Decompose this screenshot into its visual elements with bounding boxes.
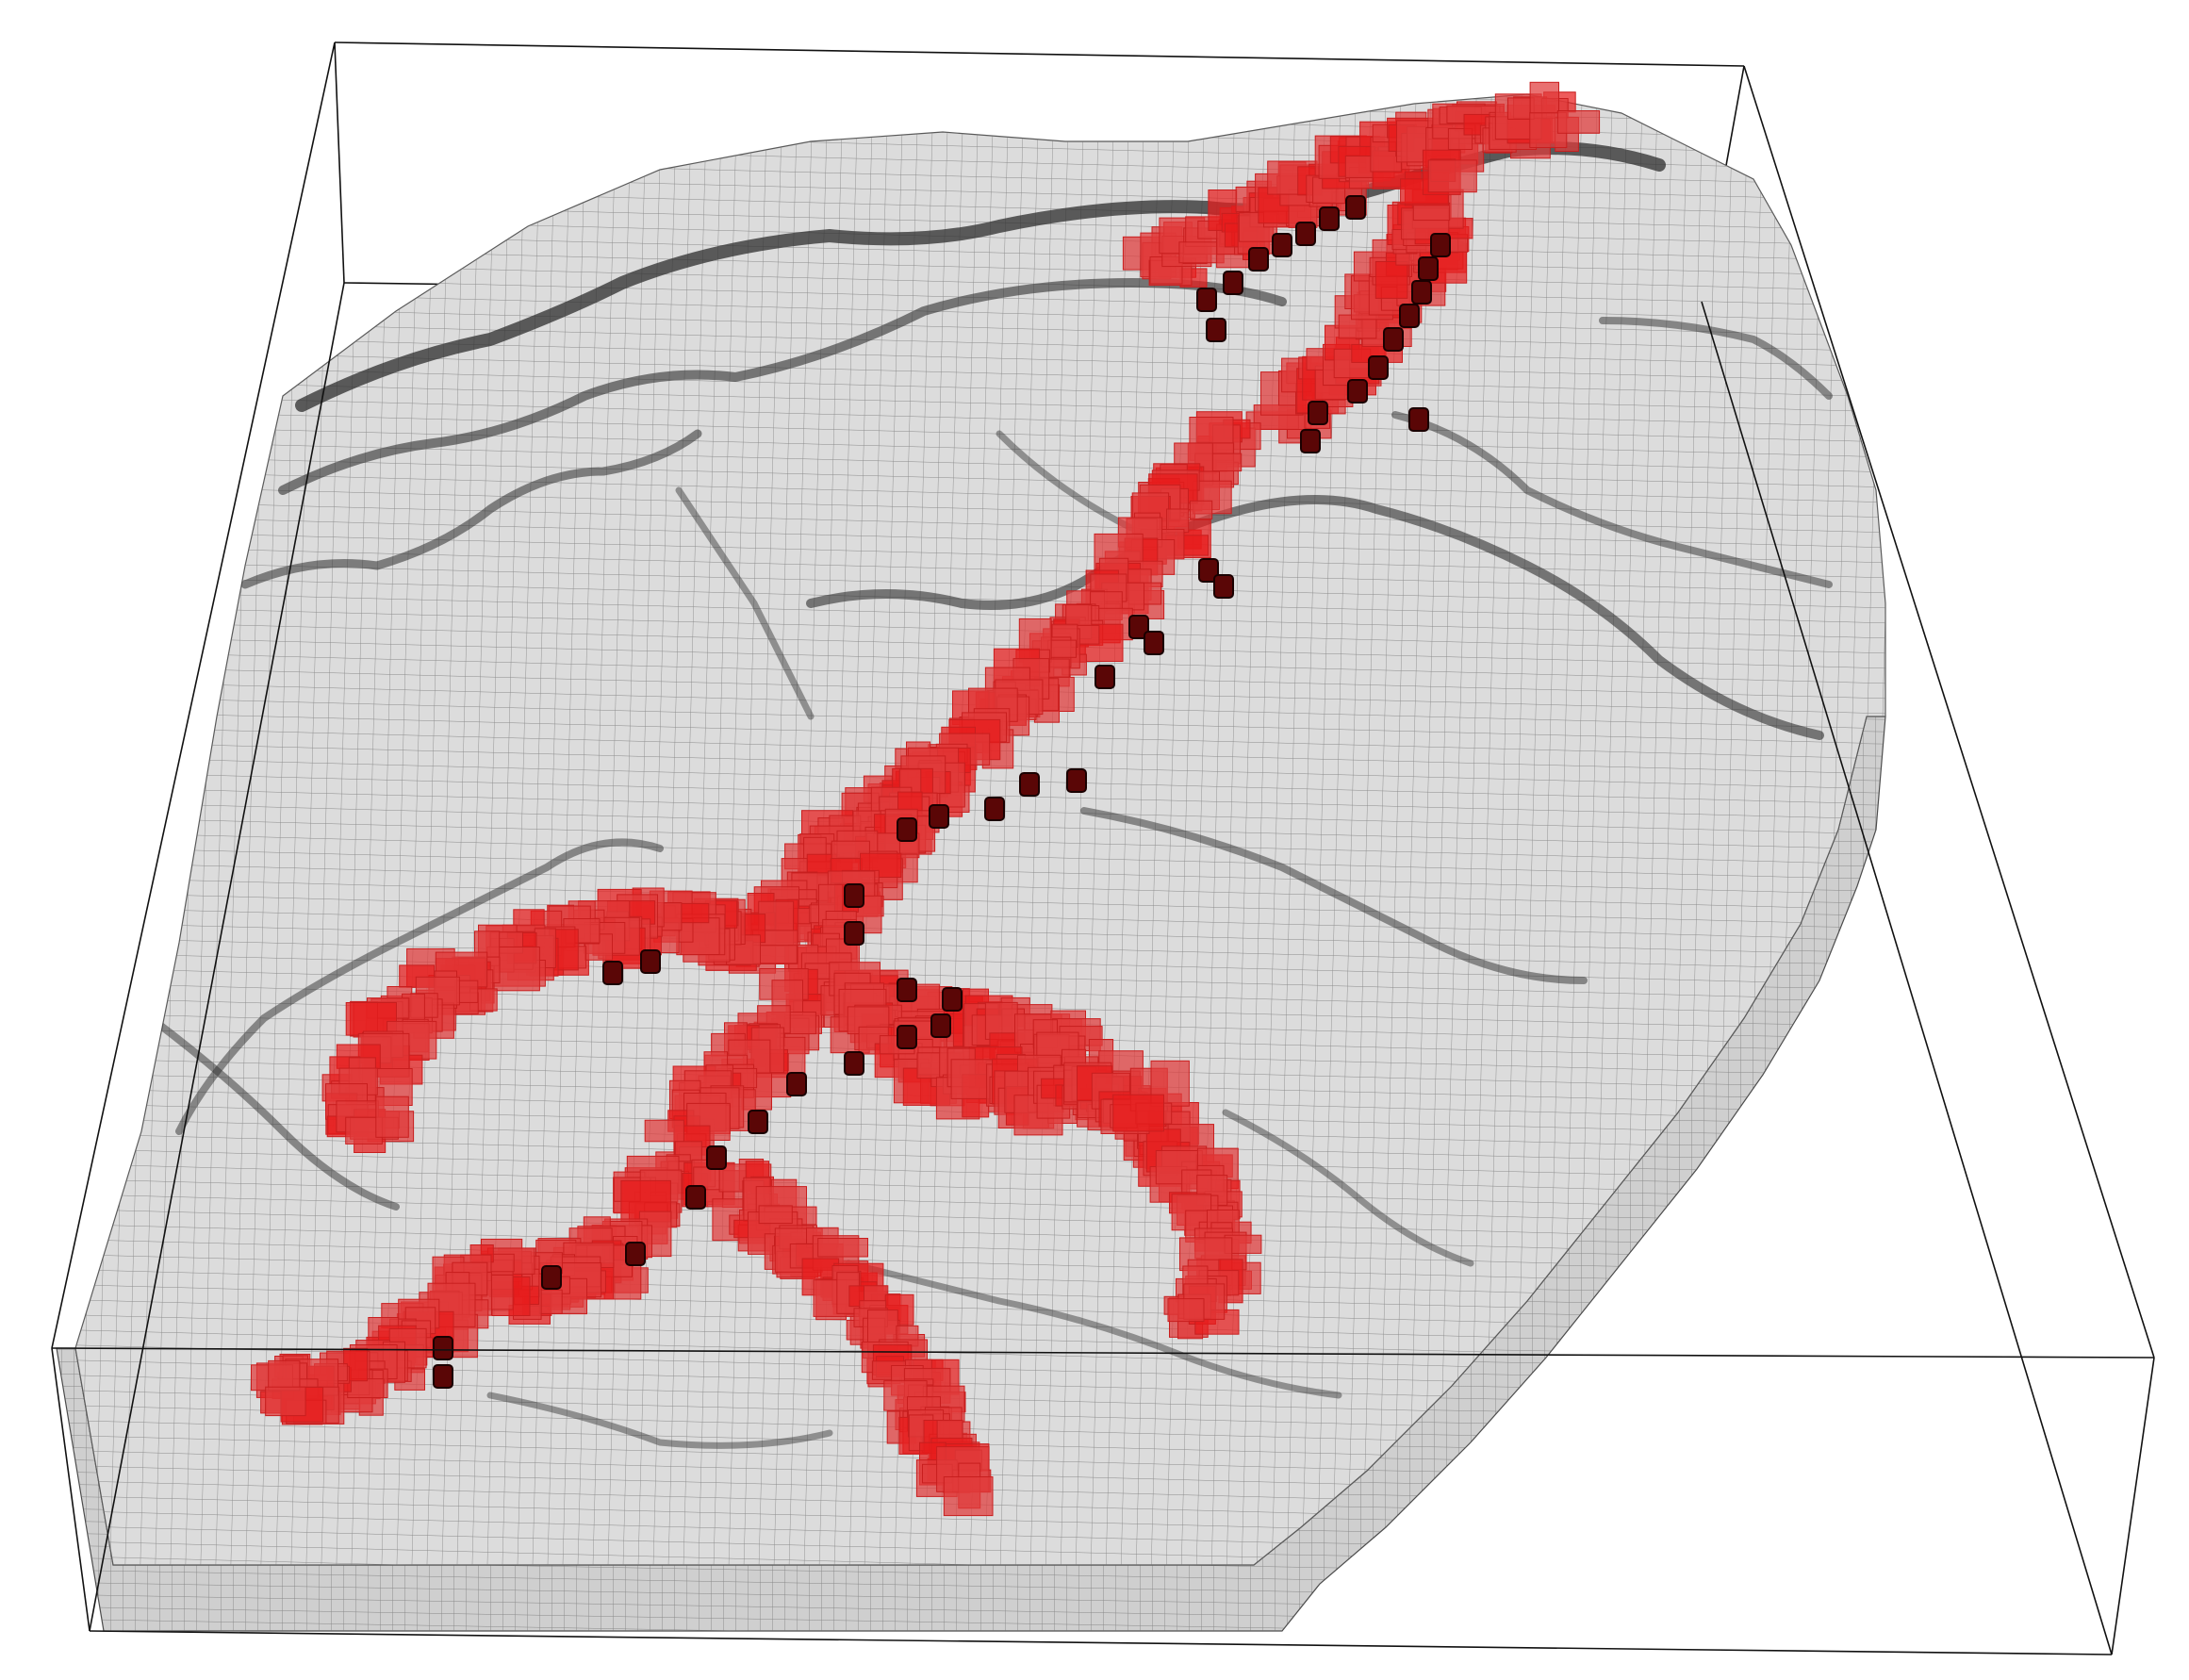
well-marker [1430,233,1451,257]
well-markers [433,195,1451,1389]
plume-voxel [817,1238,869,1258]
well-marker [1198,558,1219,583]
well-marker [1213,574,1234,599]
plume-voxel [1529,81,1559,114]
well-marker [1128,615,1149,639]
well-marker [1347,379,1368,404]
well-marker [433,1336,453,1360]
valley-line [1599,317,1833,400]
well-marker [602,961,623,985]
plume-voxel [1112,1094,1164,1132]
plume-voxel [265,1386,306,1417]
valley-line [1222,1109,1474,1267]
well-marker [433,1364,453,1389]
well-marker [897,978,917,1002]
well-marker [706,1145,727,1170]
plume-voxel [1166,508,1190,534]
well-marker [1345,195,1366,220]
well-marker [844,921,864,946]
valley-line [1080,807,1588,984]
well-marker [929,804,949,829]
well-marker [786,1072,807,1096]
well-marker [1196,288,1217,312]
plume-voxel [1189,500,1213,519]
bounding-box-front [51,41,2155,1655]
plume-voxel [1556,110,1601,134]
plume-voxel [347,1378,385,1398]
plume-voxel [1427,159,1477,193]
plume-voxel [1167,1298,1205,1323]
well-marker [640,949,661,974]
well-marker [930,1013,951,1038]
plume-voxel [268,1359,301,1392]
plume-voxel [1374,261,1408,299]
valley-line [486,1392,833,1449]
well-marker [1094,665,1115,689]
well-marker [1144,631,1164,655]
well-marker [1399,304,1420,328]
well-marker [984,797,1005,821]
plume-voxel [758,1205,793,1225]
valley-line [675,486,815,720]
well-marker [1411,280,1432,305]
well-marker [1223,271,1243,295]
well-marker [748,1110,768,1134]
well-marker [1248,247,1269,272]
well-marker [942,987,963,1012]
well-marker [897,1025,917,1049]
well-marker [1319,206,1340,231]
well-marker [1408,407,1429,432]
well-marker [1019,772,1040,797]
well-marker [1206,318,1226,342]
well-marker [1383,327,1404,352]
valley-line [278,278,1287,495]
well-marker [1295,222,1316,246]
terrain-valley-lines [147,141,1833,1449]
valley-line [1391,411,1833,588]
plume-voxel [375,1095,409,1138]
valley-line [240,429,702,589]
plume-voxel [943,1476,994,1517]
well-marker [625,1242,646,1266]
plume-voxel [644,1119,684,1143]
well-marker [1308,401,1328,425]
plume-voxel [1047,639,1077,658]
well-marker [844,883,864,908]
valley-line [996,430,1135,532]
terrain-top-surface [74,93,1886,1566]
well-marker [1300,429,1321,453]
well-marker [541,1265,562,1290]
well-marker [897,817,917,842]
valley-line [845,1260,1342,1399]
well-marker [1066,768,1087,793]
well-marker [844,1051,864,1076]
valley-line [806,495,1824,740]
red-plume-body [251,81,1601,1517]
well-marker [1368,355,1389,380]
well-marker [1272,233,1292,257]
valley-line [147,1014,400,1211]
well-marker [1418,256,1439,281]
plume-voxel [538,1289,563,1314]
valley-line [175,838,664,1135]
well-marker [685,1185,706,1210]
